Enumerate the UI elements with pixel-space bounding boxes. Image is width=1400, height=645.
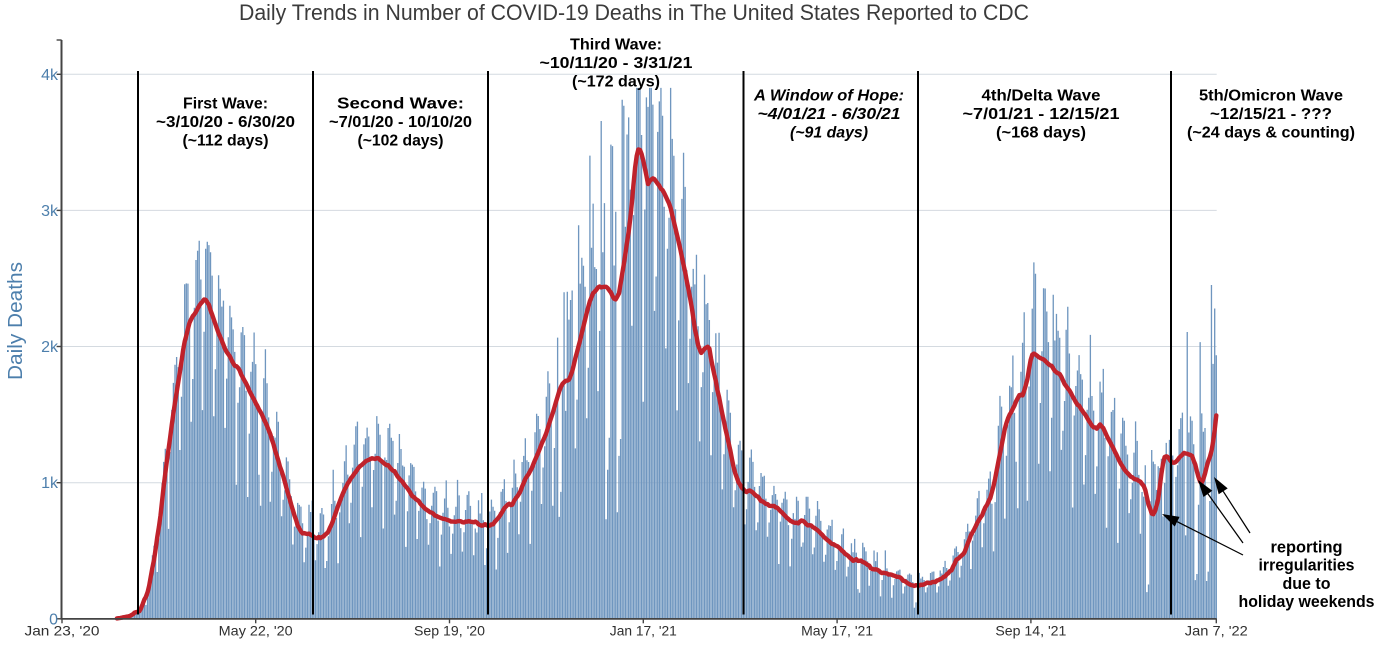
svg-text:May 22, '20: May 22, '20 — [219, 623, 293, 639]
svg-text:2k: 2k — [41, 339, 59, 356]
svg-text:Daily Deaths: Daily Deaths — [5, 262, 27, 380]
svg-text:irregularities: irregularities — [1259, 557, 1355, 575]
svg-text:(~24 days & counting): (~24 days & counting) — [1187, 124, 1355, 141]
svg-text:~7/01/21 - 12/15/21: ~7/01/21 - 12/15/21 — [963, 106, 1120, 123]
svg-text:(~102 days): (~102 days) — [358, 132, 444, 149]
svg-text:Third Wave:: Third Wave: — [570, 36, 662, 53]
svg-text:1k: 1k — [41, 475, 59, 492]
svg-text:Sep 19, '20: Sep 19, '20 — [414, 623, 485, 639]
svg-text:(~172 days): (~172 days) — [572, 73, 660, 90]
svg-text:A Window of Hope:: A Window of Hope: — [753, 87, 904, 104]
svg-text:~12/15/21 - ???: ~12/15/21 - ??? — [1210, 106, 1332, 123]
svg-text:Sep 14, '21: Sep 14, '21 — [995, 623, 1066, 639]
svg-text:Jan 23, '20: Jan 23, '20 — [25, 623, 100, 639]
svg-text:(~91 days): (~91 days) — [790, 124, 868, 141]
svg-text:~10/11/20 - 3/31/21: ~10/11/20 - 3/31/21 — [540, 55, 693, 72]
svg-text:4th/Delta Wave: 4th/Delta Wave — [982, 87, 1101, 104]
svg-text:May 17, '21: May 17, '21 — [801, 623, 873, 639]
svg-text:Second Wave:: Second Wave: — [337, 95, 464, 112]
svg-text:due to: due to — [1283, 575, 1331, 593]
svg-text:3k: 3k — [41, 203, 59, 220]
svg-text:(~168 days): (~168 days) — [996, 124, 1086, 141]
svg-text:reporting: reporting — [1271, 539, 1343, 557]
svg-text:First Wave:: First Wave: — [183, 95, 268, 112]
svg-text:5th/Omicron Wave: 5th/Omicron Wave — [1199, 87, 1343, 104]
svg-text:~3/10/20 - 6/30/20: ~3/10/20 - 6/30/20 — [156, 114, 295, 131]
svg-text:0: 0 — [49, 611, 58, 628]
svg-text:Jan 7, '22: Jan 7, '22 — [1185, 623, 1248, 639]
svg-text:(~112 days): (~112 days) — [183, 132, 269, 149]
svg-text:Jan 17, '21: Jan 17, '21 — [610, 623, 677, 639]
svg-text:4k: 4k — [41, 67, 59, 84]
svg-text:holiday weekends: holiday weekends — [1239, 593, 1375, 611]
svg-text:~4/01/21 - 6/30/21: ~4/01/21 - 6/30/21 — [758, 106, 901, 123]
svg-text:~7/01/20 - 10/10/20: ~7/01/20 - 10/10/20 — [329, 114, 472, 131]
svg-text:Daily Trends in Number of COVI: Daily Trends in Number of COVID-19 Death… — [239, 0, 1029, 25]
